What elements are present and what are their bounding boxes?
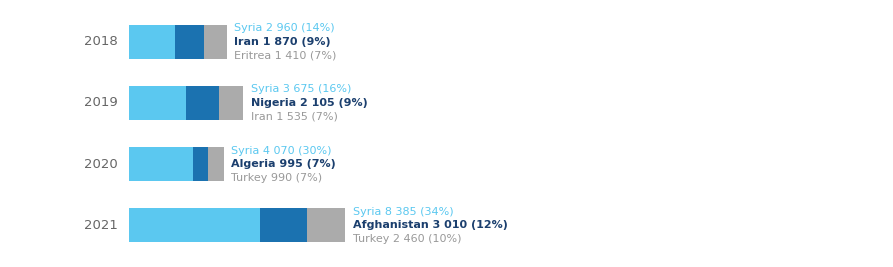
Bar	[129, 86, 187, 120]
Text: Afghanistan 3 010 (12%): Afghanistan 3 010 (12%)	[353, 220, 507, 230]
Text: Syria 2 960 (14%): Syria 2 960 (14%)	[234, 23, 335, 33]
Bar	[129, 209, 260, 242]
Bar	[204, 25, 227, 58]
Text: Turkey 990 (7%): Turkey 990 (7%)	[231, 172, 322, 183]
Text: Syria 8 385 (34%): Syria 8 385 (34%)	[353, 207, 454, 217]
Text: Iran 1 535 (7%): Iran 1 535 (7%)	[251, 111, 338, 121]
Text: Syria 4 070 (30%): Syria 4 070 (30%)	[231, 146, 331, 156]
Bar	[175, 25, 204, 58]
Text: Nigeria 2 105 (9%): Nigeria 2 105 (9%)	[251, 98, 367, 108]
Text: 2019: 2019	[84, 96, 118, 109]
Text: 2020: 2020	[84, 158, 118, 171]
Text: 2018: 2018	[84, 35, 118, 48]
Text: 2021: 2021	[84, 219, 118, 232]
Bar	[220, 86, 243, 120]
Text: Eritrea 1 410 (7%): Eritrea 1 410 (7%)	[234, 50, 337, 60]
Text: Turkey 2 460 (10%): Turkey 2 460 (10%)	[353, 234, 462, 244]
Text: Algeria 995 (7%): Algeria 995 (7%)	[231, 159, 336, 169]
Bar	[208, 147, 223, 181]
Bar	[187, 86, 220, 120]
Bar	[307, 209, 346, 242]
Bar	[129, 25, 175, 58]
Bar	[260, 209, 307, 242]
Text: Syria 3 675 (16%): Syria 3 675 (16%)	[251, 84, 351, 95]
Bar	[193, 147, 208, 181]
Text: Iran 1 870 (9%): Iran 1 870 (9%)	[234, 37, 330, 47]
Bar	[129, 147, 193, 181]
